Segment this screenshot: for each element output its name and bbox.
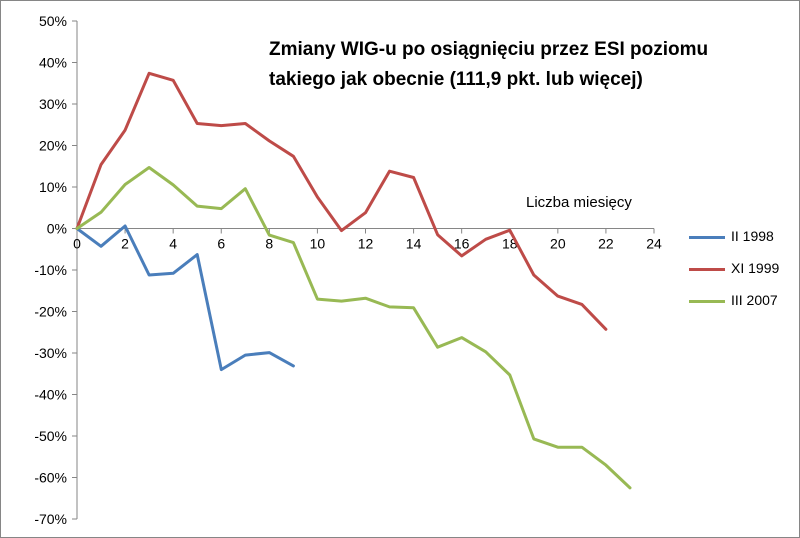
x-tick-label: 0 bbox=[73, 236, 81, 252]
x-tick-label: 10 bbox=[310, 236, 326, 252]
legend-swatch bbox=[689, 300, 725, 303]
y-tick-label: 20% bbox=[39, 138, 67, 154]
y-tick-label: 50% bbox=[39, 13, 67, 29]
x-tick-label: 14 bbox=[406, 236, 422, 252]
legend-label: III 2007 bbox=[731, 292, 778, 308]
legend-item-3: III 2007 bbox=[689, 292, 797, 324]
y-tick-label: -50% bbox=[34, 428, 67, 444]
x-tick-label: 24 bbox=[646, 236, 662, 252]
x-tick-label: 8 bbox=[265, 236, 273, 252]
x-tick-label: 6 bbox=[217, 236, 225, 252]
legend: II 1998 XI 1999 III 2007 bbox=[689, 228, 797, 324]
legend-label: II 1998 bbox=[731, 228, 774, 244]
y-tick-label: -40% bbox=[34, 387, 67, 403]
y-tick-label: -20% bbox=[34, 304, 67, 320]
series-layer bbox=[75, 71, 632, 490]
y-tick-label: -70% bbox=[34, 511, 67, 527]
y-tick-label: 30% bbox=[39, 96, 67, 112]
legend-item-1: II 1998 bbox=[689, 228, 797, 260]
y-tick-label: 10% bbox=[39, 179, 67, 195]
x-tick-label: 12 bbox=[358, 236, 374, 252]
y-tick-label: -30% bbox=[34, 345, 67, 361]
x-tick-label: 20 bbox=[550, 236, 566, 252]
x-axis: 0 2 4 6 8 10 12 14 16 18 20 22 24 bbox=[73, 228, 662, 252]
y-tick-label: 40% bbox=[39, 55, 67, 71]
chart-title: Zmiany WIG-u po osiągnięciu przez ESI po… bbox=[269, 35, 769, 95]
x-tick-label: 16 bbox=[454, 236, 470, 252]
chart-title-line-1: Zmiany WIG-u po osiągnięciu przez ESI po… bbox=[269, 39, 709, 60]
legend-label: XI 1999 bbox=[731, 260, 780, 276]
legend-item-2: XI 1999 bbox=[689, 260, 797, 292]
series-line-1 bbox=[75, 224, 295, 372]
y-tick-label: -60% bbox=[34, 470, 67, 486]
x-tick-label: 22 bbox=[598, 236, 614, 252]
legend-swatch bbox=[689, 236, 725, 239]
y-tick-label: 0% bbox=[47, 221, 67, 237]
series-line-2 bbox=[75, 71, 608, 331]
y-tick-label: -10% bbox=[34, 262, 67, 278]
chart-title-line-2: takiego jak obecnie (111,9 pkt. lub więc… bbox=[269, 69, 643, 90]
y-axis: 50% 40% 30% 20% 10% 0% -10% -20% -30% -40% -50% -60… bbox=[34, 13, 78, 527]
x-tick-label: 2 bbox=[121, 236, 129, 252]
x-tick-label: 4 bbox=[169, 236, 177, 252]
x-axis-label: Liczba miesięcy bbox=[526, 194, 632, 211]
series-line-3 bbox=[75, 166, 632, 490]
legend-swatch bbox=[689, 268, 725, 271]
